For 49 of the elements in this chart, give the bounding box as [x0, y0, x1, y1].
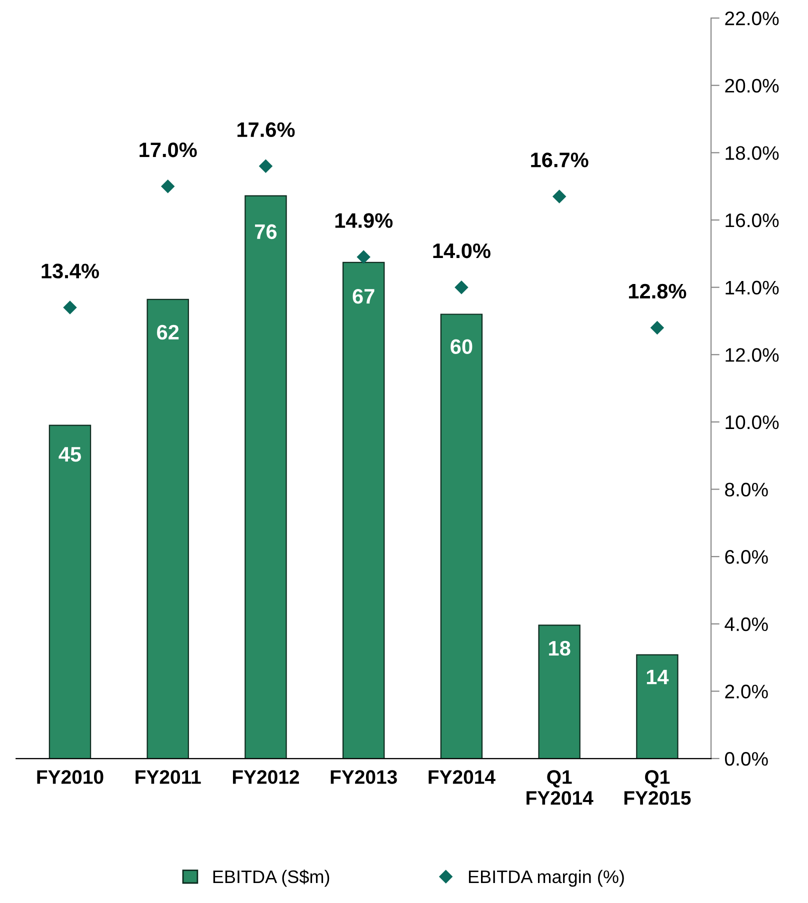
bar: [244, 195, 287, 759]
x-tick-label: Q1 FY2014: [526, 770, 594, 805]
y2-tick-label: 2.0%: [725, 684, 768, 698]
point: [357, 250, 370, 264]
y2-tick-label: 22.0%: [725, 12, 779, 26]
x-tick-label: FY2010: [37, 770, 104, 784]
data-label: 17.0%: [140, 142, 197, 158]
point: [552, 190, 566, 204]
data-label: 62: [157, 324, 179, 340]
y2-tick-label: 0.0%: [724, 752, 768, 766]
y2-tick-label: 20.0%: [725, 78, 779, 93]
data-label: 17.6%: [238, 122, 295, 138]
point: [454, 280, 468, 294]
x-tick-label: FY2012: [232, 770, 300, 784]
y2-tick-label: 6.0%: [725, 550, 768, 564]
data-label: 18: [549, 640, 570, 656]
point: [650, 321, 664, 334]
bar: [342, 262, 385, 759]
legend-label: EBITDA margin (%): [468, 870, 624, 887]
data-label: 60: [450, 339, 472, 354]
x-tick-label: FY2014: [428, 770, 496, 784]
data-label: 67: [352, 288, 374, 304]
y2-tick-label: 8.0%: [725, 482, 768, 496]
legend-label: EBITDA (S$m): [213, 870, 330, 887]
data-label: 76: [255, 224, 277, 240]
point: [259, 160, 272, 173]
data-label: 16.7%: [531, 152, 588, 168]
y2-tick-label: 14.0%: [726, 280, 779, 295]
y2-tick-label: 4.0%: [724, 617, 768, 632]
data-label: 14.0%: [433, 243, 490, 258]
bar: [636, 654, 678, 759]
bar: [146, 298, 189, 759]
y2-tick-label: 18.0%: [726, 146, 779, 160]
y2-tick-label: 16.0%: [726, 213, 779, 228]
x-tick-label: FY2013: [330, 770, 397, 784]
bar: [538, 624, 580, 759]
data-label: 12.8%: [628, 284, 686, 299]
point: [161, 180, 174, 193]
data-label: 14.9%: [335, 213, 393, 228]
y2-tick-label: 12.0%: [726, 348, 779, 362]
point: [63, 300, 77, 314]
y2-tick-label: 10.0%: [726, 415, 779, 430]
bar: [48, 424, 92, 759]
x-tick-label: FY2011: [136, 770, 201, 784]
x-tick-label: Q1 FY2015: [624, 770, 691, 805]
bar: [440, 314, 483, 759]
data-label: 14: [646, 670, 669, 684]
data-label: 13.4%: [42, 264, 99, 278]
data-label: 45: [58, 447, 81, 462]
